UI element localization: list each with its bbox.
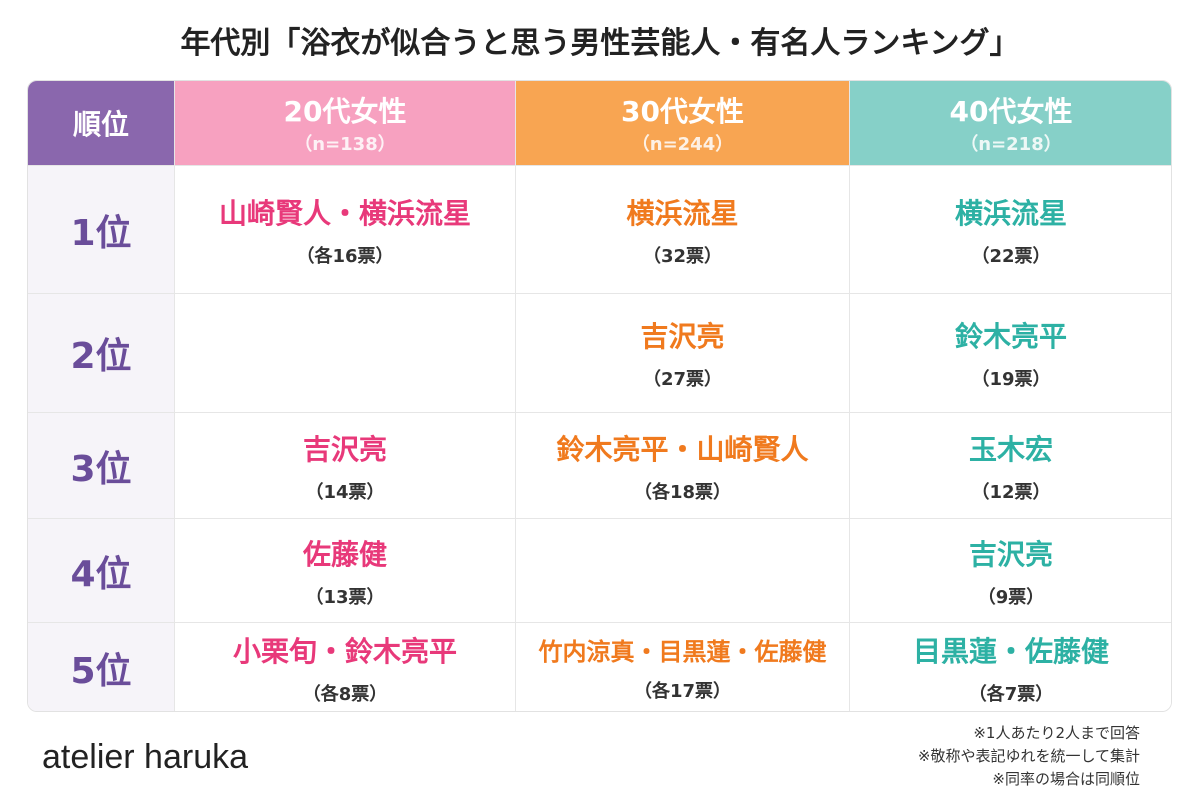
- ranking-cell: 鈴木亮平 （19票）: [850, 294, 1171, 413]
- ranking-cell: 玉木宏 （12票）: [850, 413, 1171, 519]
- vote-count: （各18票）: [633, 481, 732, 503]
- person-name: 吉沢亮: [968, 537, 1053, 571]
- person-name: 竹内涼真・目黒蓮・佐藤健: [538, 638, 827, 666]
- column-label: 20代女性: [283, 95, 407, 128]
- person-name: 目黒蓮・佐藤健: [912, 634, 1109, 668]
- person-name: 玉木宏: [968, 432, 1053, 466]
- ranking-cell: 横浜流星 （32票）: [516, 166, 850, 294]
- rank: 1位: [28, 166, 175, 294]
- vote-count: （32票）: [642, 245, 723, 267]
- rank: 4位: [28, 519, 175, 623]
- column-header: 40代女性 （n=218）: [850, 81, 1171, 166]
- person-name: 吉沢亮: [640, 320, 725, 353]
- ranking-cell: 吉沢亮 （9票）: [850, 519, 1171, 623]
- footnote: ※敬称や表記ゆれを統一して集計: [917, 747, 1140, 765]
- brand: atelier haruka: [42, 738, 249, 776]
- vote-count: （各7票）: [968, 683, 1054, 705]
- vote-count: （各8票）: [302, 683, 388, 705]
- person-name: 吉沢亮: [302, 432, 387, 466]
- person-name: 山崎賢人・横浜流星: [218, 196, 471, 230]
- column-sample-size: （n=218）: [960, 134, 1062, 155]
- ranking-cell: 山崎賢人・横浜流星 （各16票）: [175, 166, 516, 294]
- person-name: 鈴木亮平: [954, 320, 1067, 353]
- person-name: 横浜流星: [626, 196, 739, 230]
- person-name: 横浜流星: [954, 196, 1067, 230]
- vote-count: （13票）: [305, 586, 385, 608]
- rank: 5位: [28, 623, 175, 711]
- ranking-cell: [175, 294, 516, 413]
- person-name: 小栗旬・鈴木亮平: [232, 634, 457, 668]
- ranking-cell: 目黒蓮・佐藤健 （各7票）: [850, 623, 1171, 711]
- person-name: 佐藤健: [302, 537, 387, 571]
- ranking-cell: [516, 519, 850, 623]
- footnote: ※1人あたり2人まで回答: [973, 724, 1140, 742]
- title: 年代別「浴衣が似合うと思う男性芸能人・有名人ランキング」: [180, 26, 1020, 61]
- person-name: 鈴木亮平・山崎賢人: [556, 432, 809, 466]
- vote-count: （各16票）: [296, 245, 394, 267]
- rank: 3位: [28, 413, 175, 519]
- ranking-cell: 鈴木亮平・山崎賢人 （各18票）: [516, 413, 850, 519]
- rank-header: 順位: [28, 81, 175, 166]
- column-sample-size: （n=138）: [294, 134, 396, 155]
- vote-count: （各17票）: [633, 681, 732, 702]
- ranking-cell: 横浜流星 （22票）: [850, 166, 1171, 294]
- column-label: 30代女性: [621, 95, 744, 128]
- rank: 2位: [28, 294, 175, 413]
- vote-count: （9票）: [977, 586, 1045, 608]
- ranking-cell: 竹内涼真・目黒蓮・佐藤健 （各17票）: [516, 623, 850, 711]
- vote-count: （12票）: [971, 481, 1051, 503]
- column-sample-size: （n=244）: [631, 134, 734, 155]
- vote-count: （27票）: [642, 369, 723, 390]
- vote-count: （22票）: [971, 245, 1051, 267]
- column-label: 40代女性: [949, 95, 1073, 128]
- footnote: ※同率の場合は同順位: [992, 770, 1140, 788]
- ranking-cell: 吉沢亮 （14票）: [175, 413, 516, 519]
- vote-count: （14票）: [305, 481, 385, 503]
- column-header: 30代女性 （n=244）: [516, 81, 850, 166]
- vote-count: （19票）: [971, 369, 1051, 390]
- ranking-table: 順位 20代女性 （n=138） 30代女性 （n=244） 40代女性 （n=218） 1位…: [27, 80, 1172, 712]
- ranking-cell: 佐藤健 （13票）: [175, 519, 516, 623]
- ranking-cell: 吉沢亮 （27票）: [516, 294, 850, 413]
- column-header: 20代女性 （n=138）: [175, 81, 516, 166]
- ranking-cell: 小栗旬・鈴木亮平 （各8票）: [175, 623, 516, 711]
